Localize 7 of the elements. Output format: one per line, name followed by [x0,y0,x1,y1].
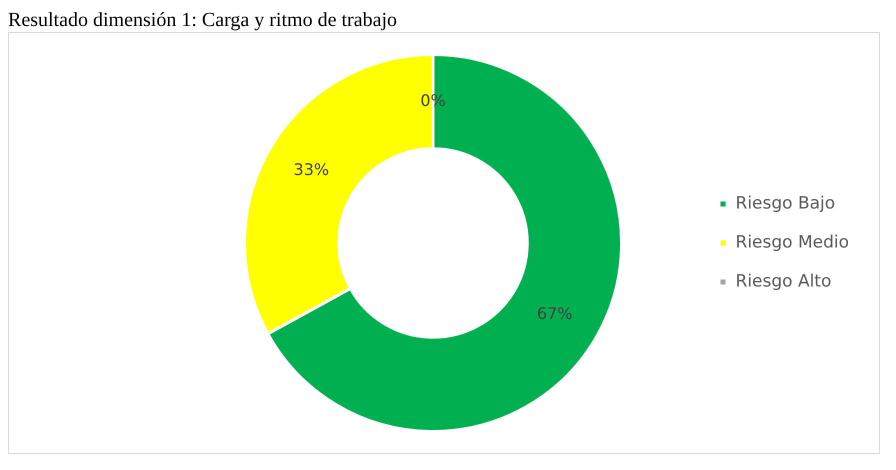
text: 0% [420,90,446,110]
legend-label: Riesgo Alto [736,271,832,292]
chart-title: Resultado dimensión 1: Carga y ritmo de trabajo [8,8,398,32]
legend-label: Riesgo Medio [736,232,850,252]
legend-label: Riesgo Bajo [736,193,836,214]
data-label: 67% [536,304,572,324]
data-label: 33% [294,160,330,180]
